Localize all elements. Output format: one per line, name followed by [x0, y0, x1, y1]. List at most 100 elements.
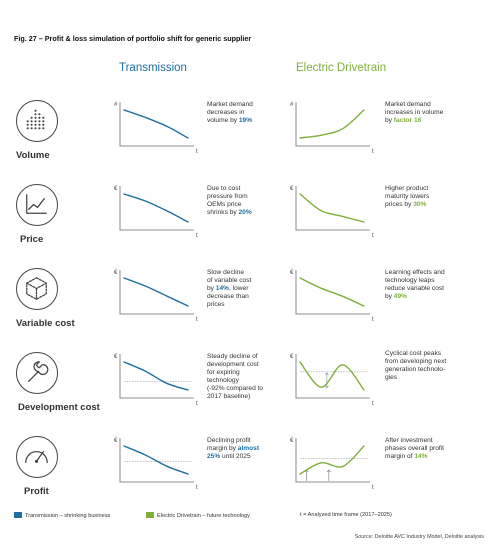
description-text: margin by	[207, 445, 238, 453]
description-electric: Higher product maturity lowers prices by 3…	[385, 185, 475, 209]
series-line-electric	[299, 109, 365, 139]
description-text: 2017 baseline)	[207, 393, 251, 401]
investment-arrow-2	[326, 469, 331, 481]
legend-time: t = Analyzed time frame (2017–2025)	[300, 512, 392, 518]
y-axis-label: €	[114, 354, 118, 360]
description-text: Declining profit	[207, 437, 251, 444]
legend-electric-label: Electric Drivetrain – future technology	[157, 513, 250, 519]
row-volume: Volume # t # t Market demand decreases in volum…	[0, 98, 500, 184]
description-text: Cyclical cost peaks	[385, 350, 442, 357]
description-text: Slow decline	[207, 269, 245, 276]
y-axis-label: €	[114, 270, 118, 276]
chart-transmission-3: €t	[114, 354, 198, 407]
row-label: Volume	[16, 150, 50, 161]
chart-axes	[119, 102, 194, 147]
description-text: 49%	[393, 293, 407, 301]
description-text: Higher product	[385, 185, 429, 192]
description-electric: Learning effects and technology leaps redu…	[385, 269, 475, 301]
wrench-icon	[28, 361, 49, 382]
description-text: After investment	[385, 437, 433, 444]
description-text: margin of	[385, 453, 415, 461]
chart-axes	[295, 438, 370, 483]
description-text: 14%	[215, 285, 229, 293]
legend-transmission-label: Transmission – shrinking business	[25, 513, 111, 519]
chart-transmission-1: €t	[114, 186, 198, 239]
description-text: increases in volume	[385, 109, 444, 117]
row-label: Development cost	[18, 402, 100, 413]
description-text: maturity lowers	[385, 193, 430, 201]
icon-frame	[16, 184, 58, 226]
chart-axes	[119, 270, 194, 315]
row-label: Price	[20, 234, 44, 245]
series-line-electric	[299, 277, 365, 307]
figure-title: Fig. 27 – Profit & loss simulation of po…	[14, 34, 252, 43]
x-axis-label: t	[196, 317, 198, 323]
description-text: from developing next	[385, 358, 447, 366]
description-electric: After investment phases overall profit mar…	[385, 437, 475, 461]
chart-axes	[295, 102, 370, 147]
description-text: Due to cost	[207, 185, 241, 192]
description-text: reduce variable cost	[385, 285, 445, 293]
x-axis-label: t	[196, 401, 198, 407]
description-text: until 2025	[220, 453, 251, 461]
x-axis-label: t	[196, 149, 198, 155]
series-line-transmission	[123, 109, 189, 139]
legend-swatch-transmission	[14, 512, 22, 518]
column-heading-electric: Electric Drivetrain	[296, 62, 387, 74]
x-axis-label: t	[196, 485, 198, 491]
description-transmission: Slow decline of variable cost by 14%, lowe…	[207, 269, 297, 309]
x-axis-label: t	[372, 233, 374, 239]
description-text: gies	[385, 374, 398, 382]
y-axis-label: €	[290, 270, 294, 276]
description-text: technology	[207, 377, 239, 385]
y-axis-label: #	[290, 102, 294, 108]
description-text: by	[385, 293, 394, 301]
description-text: shrinks by	[207, 209, 239, 217]
chart-axes	[119, 186, 194, 231]
icon-frame	[16, 100, 58, 142]
chart-axes	[295, 186, 370, 231]
chart-axes	[119, 438, 194, 483]
y-axis-label: €	[290, 186, 294, 192]
source-note: Source: Deloitte AVC Industry Model, Del…	[354, 534, 484, 540]
description-transmission: Steady decline of development cost for exp…	[207, 353, 297, 402]
description-text: 19%	[238, 117, 253, 125]
cube-icon	[26, 277, 47, 300]
series-line-transmission	[123, 277, 189, 307]
description-text: 20%	[238, 209, 252, 217]
description-text: by	[207, 285, 216, 293]
description-text: 14%	[414, 453, 428, 461]
description-text: generation technolo-	[385, 366, 446, 374]
description-text: prices	[207, 301, 225, 309]
description-transmission: Declining profit margin by almost 25% unti…	[207, 437, 297, 461]
description-text: OEMs price	[207, 201, 242, 209]
row-price: Price € t € t Due to cost pressure from OEMs pr…	[0, 182, 500, 268]
y-axis-label: €	[114, 186, 118, 192]
x-axis-label: t	[196, 233, 198, 239]
y-axis-label: €	[290, 438, 294, 444]
chart-electric-2: €t	[290, 270, 374, 323]
description-text: (-92% compared to	[207, 385, 264, 393]
bar-chart-icon	[26, 109, 45, 130]
series-line-electric	[299, 445, 365, 475]
description-text: prices by	[385, 201, 414, 209]
chart-transmission-0: #t	[114, 102, 198, 155]
column-heading-transmission: Transmission	[119, 62, 187, 74]
chart-transmission-2: €t	[114, 270, 198, 323]
legend-transmission: Transmission – shrinking business	[14, 512, 110, 519]
y-axis-label: €	[290, 354, 294, 360]
description-transmission: Market demand decreases in volume by 19%	[207, 101, 297, 125]
legend-swatch-electric	[146, 512, 154, 518]
x-axis-label: t	[372, 317, 374, 323]
series-line-electric	[299, 193, 365, 223]
description-text: Market demand	[207, 101, 253, 108]
chart-electric-4: €t	[290, 438, 374, 491]
description-text: for expiring	[207, 369, 240, 377]
description-text: development cost	[207, 361, 259, 369]
series-line-electric	[299, 361, 365, 391]
description-text: decreases in	[207, 109, 245, 117]
trend-line-icon	[26, 194, 47, 214]
row-variable-cost: Variable cost € t € t Slow decline of variable…	[0, 266, 500, 352]
icon-frame	[16, 352, 58, 394]
row-label: Variable cost	[16, 318, 75, 329]
